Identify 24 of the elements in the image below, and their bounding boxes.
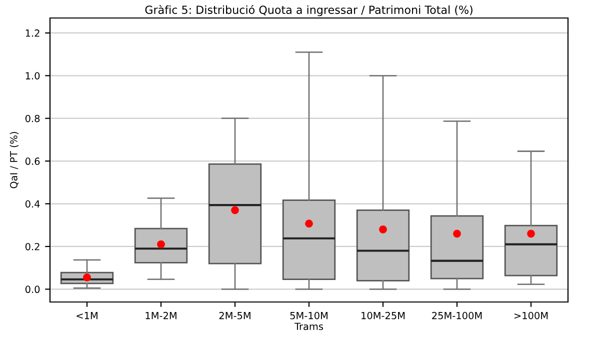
x-axis-title: Trams xyxy=(294,322,324,330)
x-tick-label: 10M-25M xyxy=(362,312,405,320)
y-tick-label: 0.4 xyxy=(25,200,40,208)
point xyxy=(453,230,461,238)
x-tick-label: 2M-5M xyxy=(219,312,250,320)
x-tick-label: 5M-10M xyxy=(290,312,328,320)
y-tick-label: 0.8 xyxy=(25,114,40,122)
y-tick-label: 1.0 xyxy=(26,72,40,80)
y-tick-label: 0.0 xyxy=(25,286,40,294)
y-tick-label: 1.2 xyxy=(26,29,40,37)
y-tick-label: 0.2 xyxy=(25,242,40,250)
x-tick-label: 25M-100M xyxy=(432,312,482,320)
chart-title: Gràfic 5: Distribució Quota a ingressar / Patrimoni Total (%) xyxy=(145,4,472,16)
y-axis-title: QaI / PT (%) xyxy=(10,132,19,188)
x-tick-label: 1M-2M xyxy=(146,312,176,320)
point xyxy=(305,220,313,228)
point xyxy=(157,240,165,248)
y-tick-label: 0.6 xyxy=(25,158,40,165)
point xyxy=(83,273,91,282)
point xyxy=(527,230,535,238)
point xyxy=(231,206,239,214)
x-tick-label: >100M xyxy=(514,312,548,320)
point xyxy=(379,225,387,234)
x-tick-label: <1M xyxy=(76,312,98,320)
